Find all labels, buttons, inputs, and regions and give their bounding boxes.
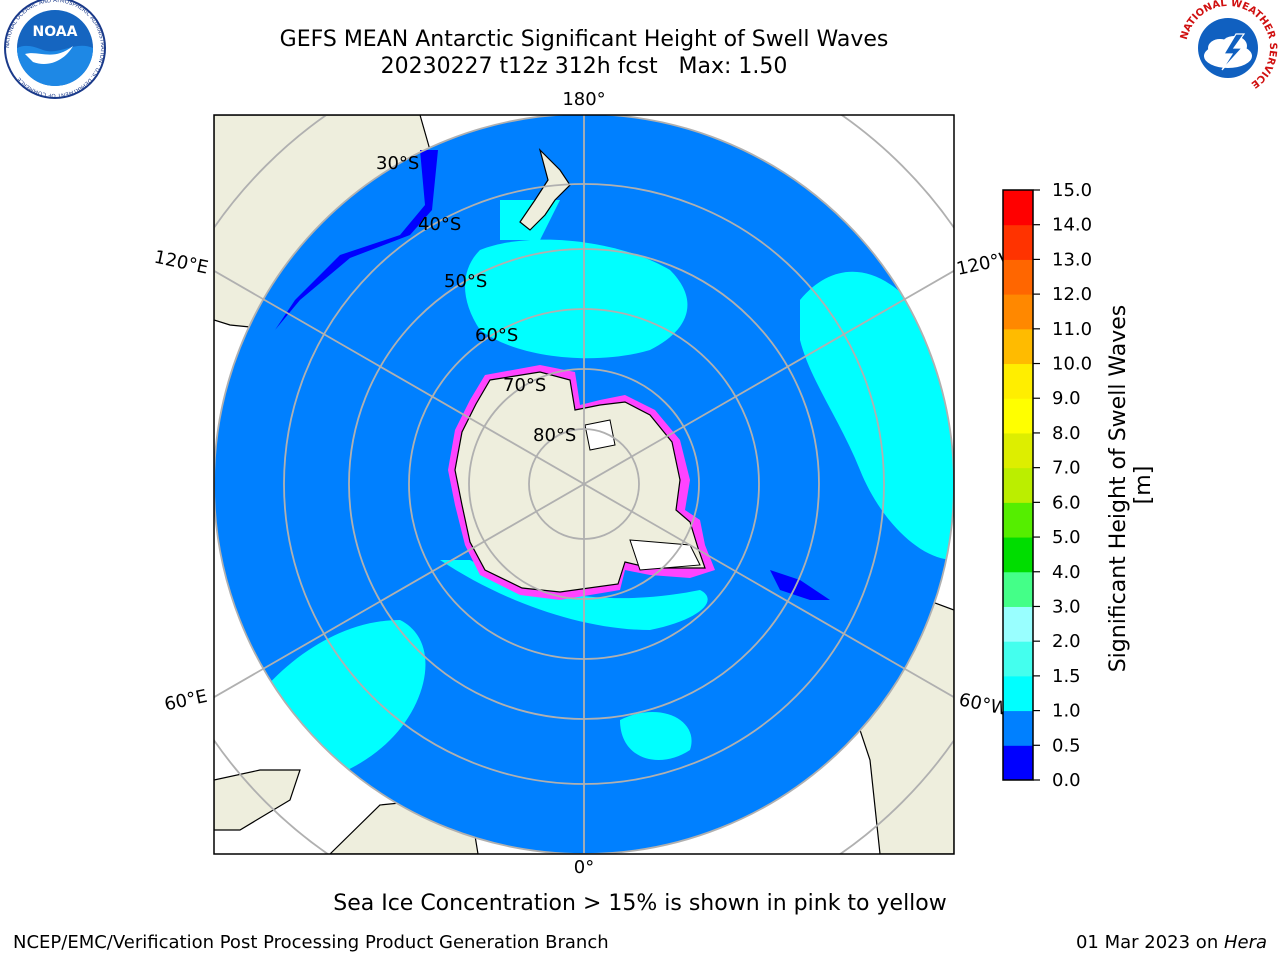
colorbar-bin-4 — [1003, 606, 1033, 642]
lon-label-60w: 60°W — [957, 689, 1010, 720]
colorbar-tick-label: 4.0 — [1052, 562, 1081, 583]
date-text: 01 Mar 2023 on — [1075, 932, 1224, 953]
colorbar-bin-9 — [1003, 432, 1033, 469]
lat-label-30s: 30°S — [376, 153, 419, 174]
colorbar-bin-12 — [1003, 328, 1033, 365]
colorbar: 0.0 0.5 1.0 1.5 2.0 3.0 4.0 5.0 6.0 7.0 8.0 9.0 10.0… — [1003, 180, 1092, 791]
colorbar-frame — [1002, 189, 1034, 781]
colorbar-tick-label: 3.0 — [1052, 596, 1081, 617]
colorbar-bin-6 — [1003, 537, 1033, 573]
machine-name: Hera — [1223, 932, 1267, 953]
colorbar-tick-label: 14.0 — [1052, 215, 1092, 236]
noaa-logo: NATIONAL OCEANIC AND ATMOSPHERIC ADMINIS… — [4, 0, 106, 99]
chart-subtitle: 20230227 t12z 312h fcst Max: 1.50 — [380, 54, 788, 79]
credit-text: NCEP/EMC/Verification Post Processing Pr… — [13, 932, 609, 953]
madagascar-landmass — [214, 769, 301, 831]
colorbar-bin-7 — [1003, 502, 1033, 538]
colorbar-tick-label: 15.0 — [1052, 180, 1092, 201]
colorbar-tick-label: 2.0 — [1052, 631, 1081, 652]
colorbar-tick-label: 10.0 — [1052, 354, 1092, 375]
colorbar-tick-label: 11.0 — [1052, 319, 1092, 340]
colorbar-label-line1: Significant Height of Swell Waves — [1106, 305, 1131, 673]
graticule — [214, 115, 954, 854]
colorbar-bin-0 — [1003, 745, 1033, 781]
colorbar-tick-label: 0.0 — [1052, 770, 1081, 791]
colorbar-bin-13 — [1003, 294, 1033, 330]
noaa-logo-text: NOAA — [33, 24, 78, 40]
lat-label-40s: 40°S — [418, 214, 461, 235]
new-zealand-landmass — [519, 147, 571, 231]
sea-ice-note: Sea Ice Concentration > 15% is shown in … — [333, 891, 947, 916]
lat-label-80s: 80°S — [533, 425, 576, 446]
colorbar-label: Significant Height of Swell Waves [m] — [1106, 298, 1156, 673]
colorbar-bin-3 — [1003, 641, 1033, 677]
colorbar-bin-11 — [1003, 363, 1033, 399]
lon-label-180: 180° — [562, 89, 605, 110]
colorbar-tick-label: 8.0 — [1052, 423, 1081, 444]
coastal-swell-south-america — [770, 570, 830, 600]
swell-zone-pacific — [465, 239, 688, 359]
lat-label-60s: 60°S — [475, 325, 518, 346]
colorbar-tick-label: 13.0 — [1052, 249, 1092, 270]
colorbar-tick-label: 0.5 — [1052, 735, 1081, 756]
colorbar-bin-1 — [1003, 710, 1033, 746]
coastal-swell-australia — [275, 150, 438, 330]
date-stamp: 01 Mar 2023 on Hera — [1076, 932, 1267, 953]
colorbar-label-line2: [m] — [1131, 466, 1156, 505]
lon-label-120e: 120°E — [152, 247, 210, 279]
colorbar-tick-label: 7.0 — [1052, 458, 1081, 479]
colorbar-bin-15 — [1003, 224, 1033, 260]
chart-title: GEFS MEAN Antarctic Significant Height o… — [279, 27, 889, 52]
colorbar-bin-5 — [1003, 571, 1033, 607]
colorbar-bin-10 — [1003, 398, 1033, 434]
colorbar-bin-16 — [1003, 190, 1033, 226]
colorbar-tick-label: 1.0 — [1052, 701, 1081, 722]
colorbar-bin-14 — [1003, 259, 1033, 295]
lat-label-50s: 50°S — [444, 271, 487, 292]
lat-label-70s: 70°S — [503, 375, 546, 396]
weddell-ice-shelf — [629, 539, 701, 571]
colorbar-tick-label: 9.0 — [1052, 388, 1081, 409]
map-frame — [213, 114, 955, 855]
colorbar-bin-2 — [1003, 675, 1033, 712]
swell-zone-south-atlantic — [620, 711, 692, 760]
colorbar-bin-8 — [1003, 467, 1033, 503]
colorbar-tick-label: 12.0 — [1052, 284, 1092, 305]
lon-label-60e: 60°E — [163, 686, 210, 716]
ross-ice-shelf — [584, 419, 616, 451]
colorbar-tick-label: 1.5 — [1052, 666, 1081, 687]
lon-label-0: 0° — [574, 857, 594, 878]
colorbar-tick-label: 5.0 — [1052, 527, 1081, 548]
colorbar-tick-label: 6.0 — [1052, 492, 1081, 513]
nws-logo: NATIONAL WEATHER SERVICE — [1178, 0, 1278, 98]
